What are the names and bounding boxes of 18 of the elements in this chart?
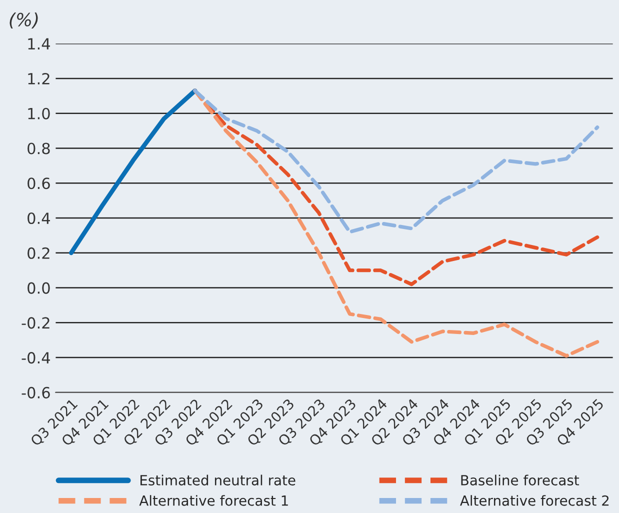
y-tick-label: 0.0 <box>28 282 50 294</box>
legend-label: Baseline forecast <box>461 474 580 486</box>
y-tick-label: 0.2 <box>28 247 50 259</box>
y-tick-label: 1.4 <box>28 38 50 50</box>
y-axis-title: (%) <box>10 12 38 29</box>
y-tick-label: 0.4 <box>28 212 50 224</box>
legend-label: Estimated neutral rate <box>140 474 296 486</box>
y-tick-label: -0.6 <box>22 386 50 398</box>
legend-label: Alternative forecast 1 <box>139 495 288 506</box>
y-tick-label: -0.4 <box>22 352 50 364</box>
line-series <box>193 88 600 234</box>
line-series <box>68 88 198 256</box>
y-tick-label: 1.0 <box>28 108 50 120</box>
y-tick-label: 0.8 <box>28 142 50 154</box>
y-tick-label: -0.2 <box>22 317 50 329</box>
y-tick-label: 1.2 <box>28 72 50 84</box>
y-tick-label: 0.6 <box>28 178 50 190</box>
legend-label: Alternative forecast 2 <box>460 495 609 506</box>
